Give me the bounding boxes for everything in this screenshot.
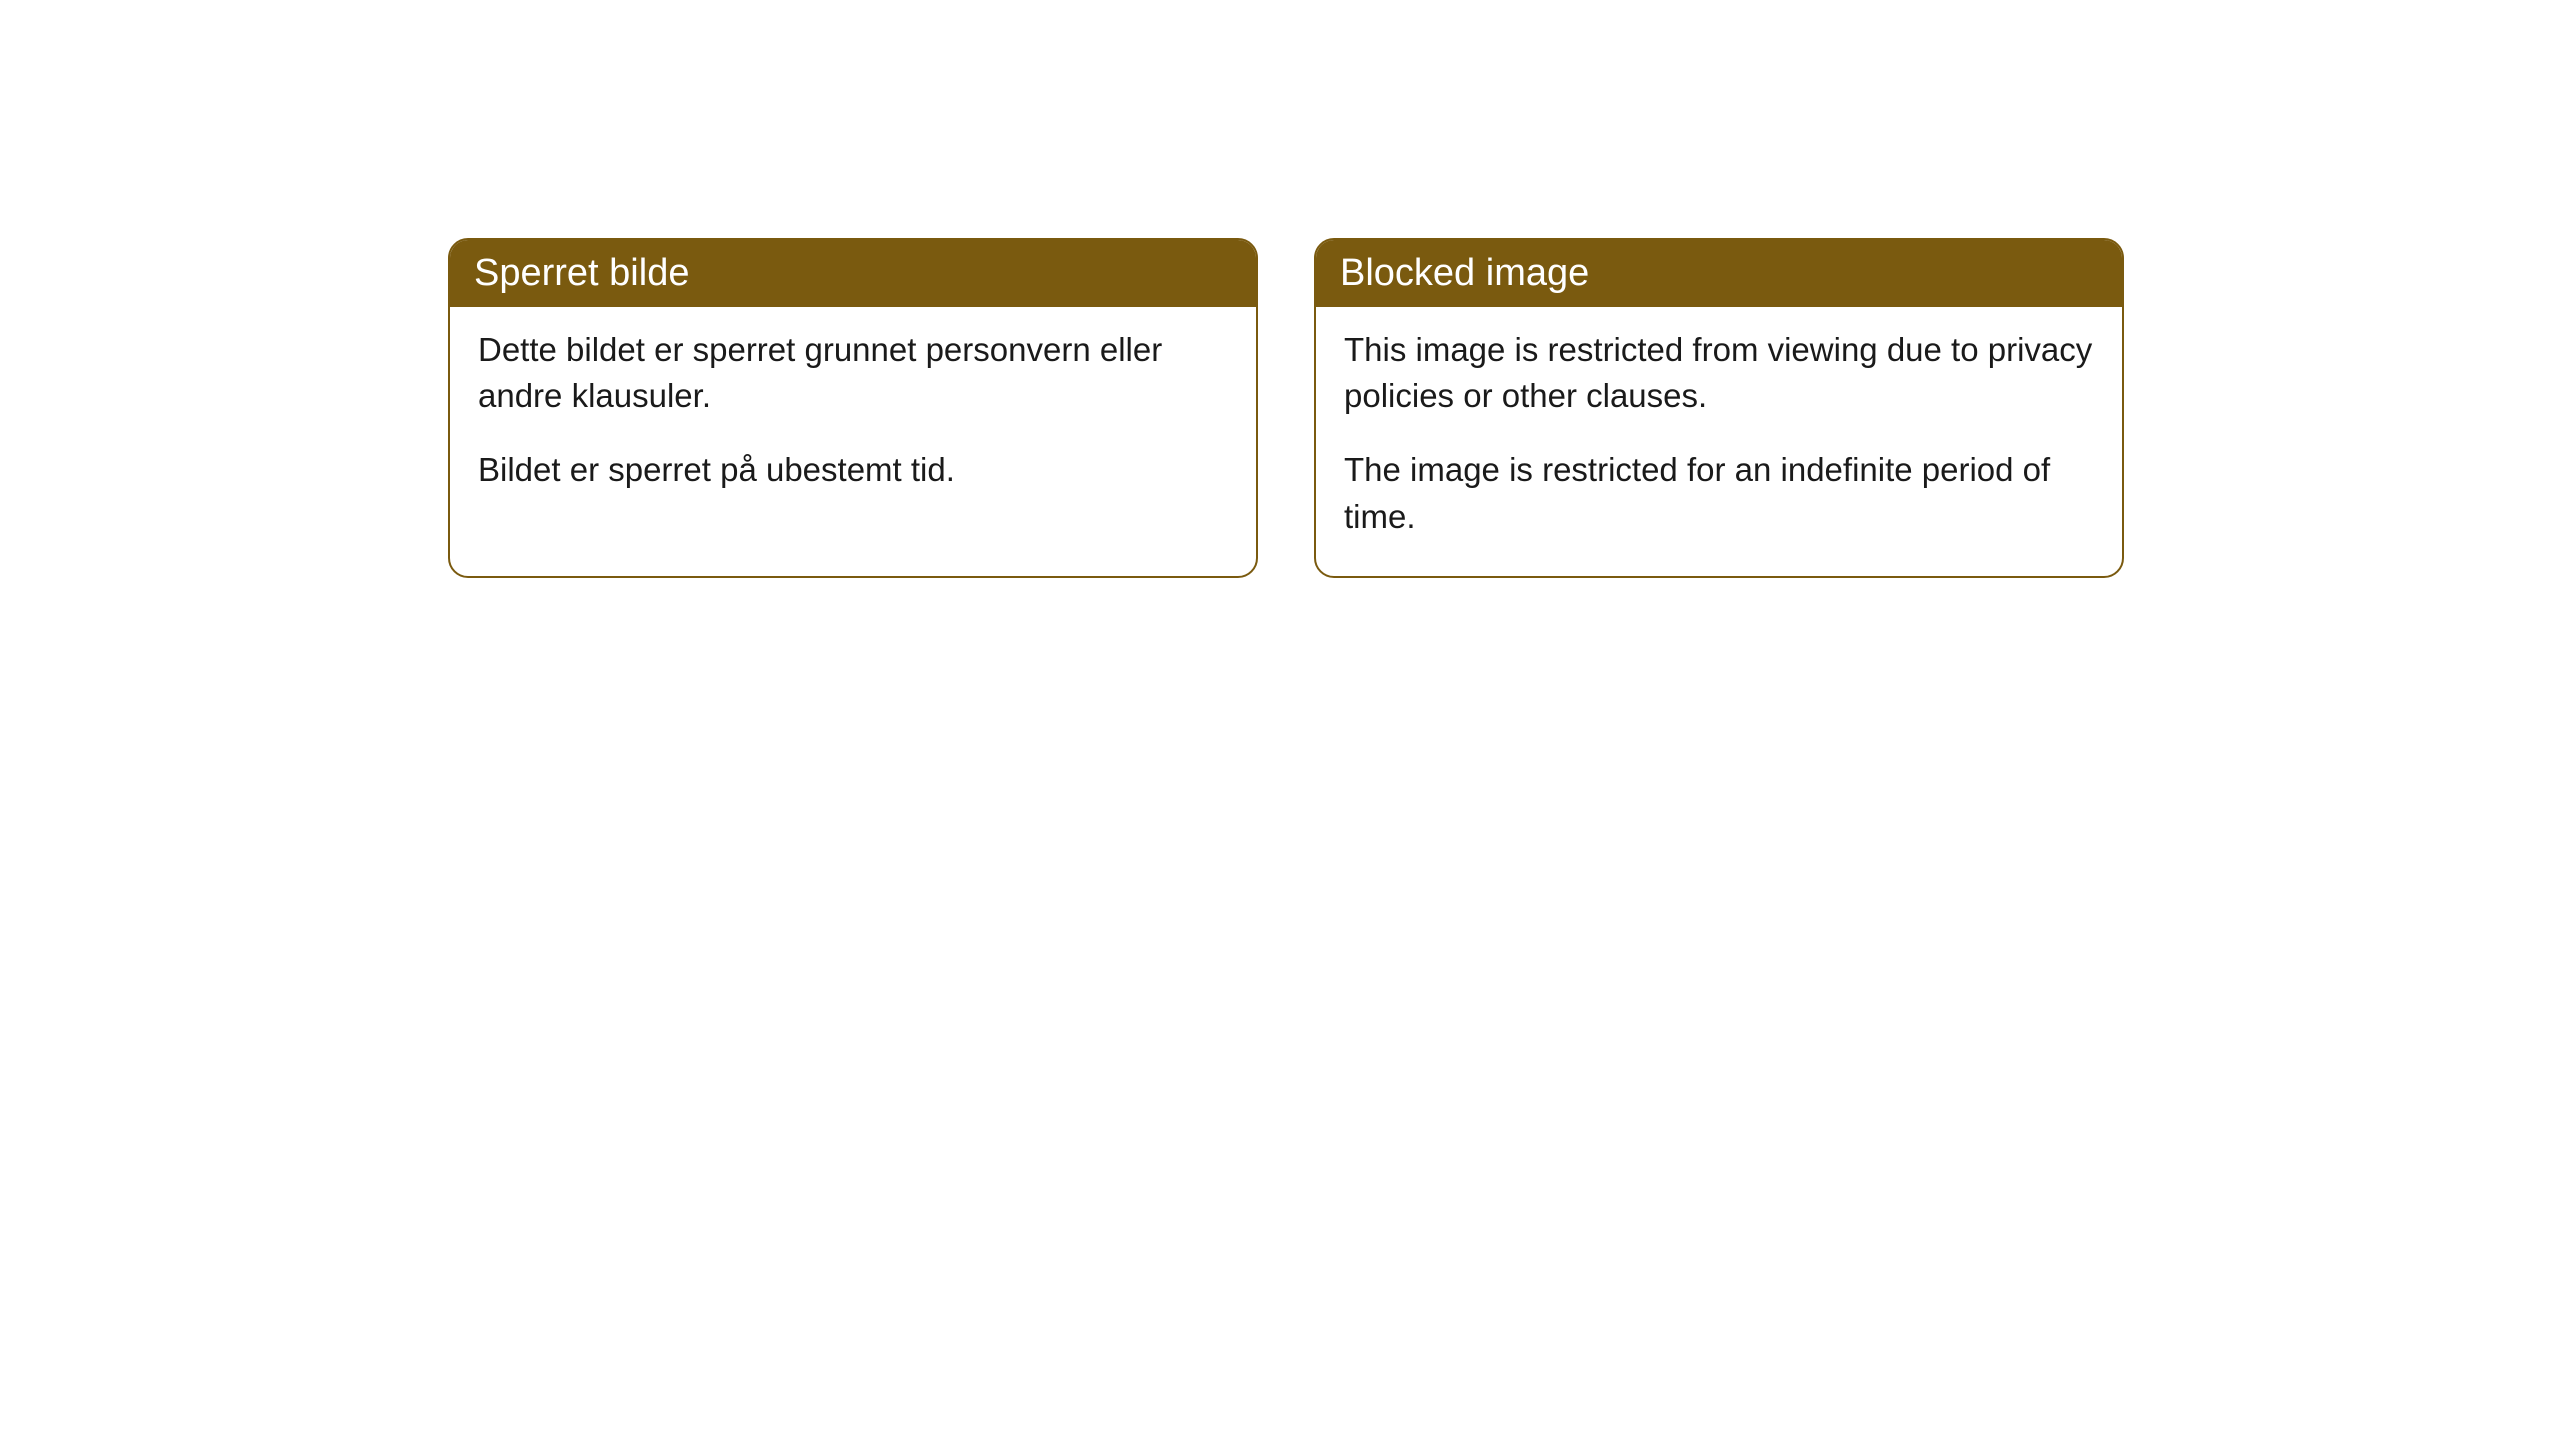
card-header-english: Blocked image (1316, 240, 2122, 307)
card-header-norwegian: Sperret bilde (450, 240, 1256, 307)
card-paragraph: Dette bildet er sperret grunnet personve… (478, 327, 1228, 419)
cards-container: Sperret bilde Dette bildet er sperret gr… (448, 238, 2124, 578)
card-body-english: This image is restricted from viewing du… (1316, 307, 2122, 576)
card-paragraph: The image is restricted for an indefinit… (1344, 447, 2094, 539)
card-norwegian: Sperret bilde Dette bildet er sperret gr… (448, 238, 1258, 578)
card-english: Blocked image This image is restricted f… (1314, 238, 2124, 578)
card-paragraph: This image is restricted from viewing du… (1344, 327, 2094, 419)
card-paragraph: Bildet er sperret på ubestemt tid. (478, 447, 1228, 493)
card-body-norwegian: Dette bildet er sperret grunnet personve… (450, 307, 1256, 530)
